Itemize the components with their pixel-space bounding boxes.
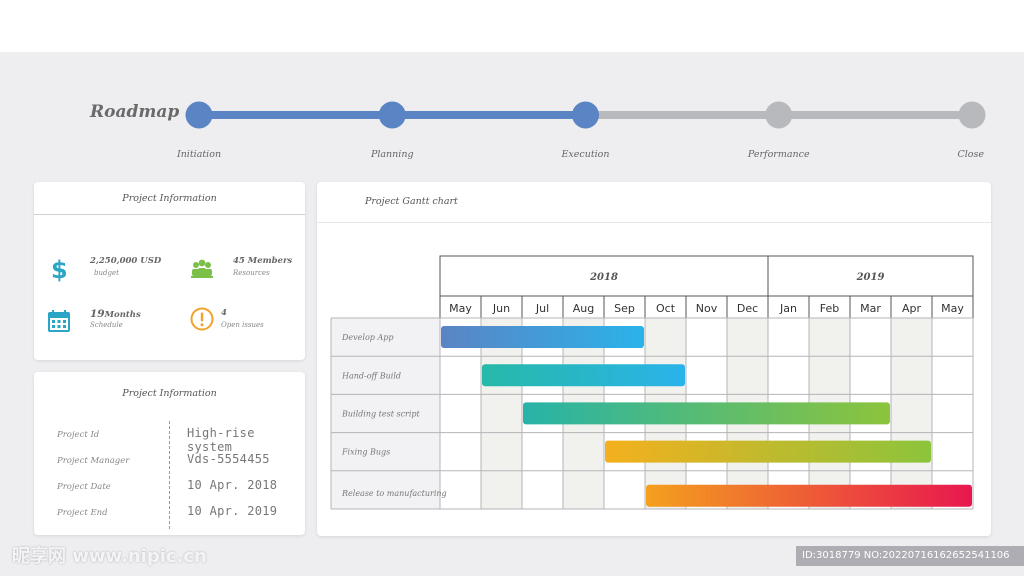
roadmap-stage-marker xyxy=(765,101,793,129)
gantt-header-rule xyxy=(317,222,991,223)
gantt-shaded-column xyxy=(891,318,932,509)
roadmap-stage-marker xyxy=(572,101,599,129)
project-info-card: Project Information $ 2,250,000 USD budg… xyxy=(34,182,305,360)
roadmap-stage-label: Execution xyxy=(561,149,610,160)
roadmap-stage-marker xyxy=(958,101,986,129)
detail-key: Project End xyxy=(57,508,108,518)
kpi-label: budget xyxy=(94,269,119,277)
kpi-value-number: 19 xyxy=(90,308,105,320)
top-bar xyxy=(0,0,1024,52)
card-title: Project Information xyxy=(122,388,217,399)
gantt-month-label: Oct xyxy=(656,302,676,315)
gantt-month-label: May xyxy=(941,302,964,315)
details-divider xyxy=(169,421,170,529)
kpi-label: Resources xyxy=(233,269,270,277)
gantt-month-label: Apr xyxy=(902,302,922,315)
gantt-task-label: Building test script xyxy=(341,410,421,419)
roadmap-progress xyxy=(185,101,986,129)
alert-icon xyxy=(190,307,214,331)
team-icon xyxy=(191,259,213,278)
detail-value: 10 Apr. 2018 xyxy=(187,478,278,492)
calendar-icon xyxy=(48,310,70,332)
watermark-left: 昵享网 www.nipic.cn xyxy=(12,546,207,567)
gantt-bar xyxy=(605,440,931,463)
roadmap-title: Roadmap xyxy=(90,102,180,122)
gantt-title: Project Gantt chart xyxy=(365,196,458,207)
roadmap-stage-marker xyxy=(185,101,213,129)
roadmap-stage-label: Planning xyxy=(370,149,414,160)
detail-row-project-id: Project Id High-rise system xyxy=(34,426,305,454)
gantt-month-label: Sep xyxy=(614,302,635,315)
detail-row-project-manager: Project Manager Vds-5554455 xyxy=(34,452,305,472)
detail-key: Project Date xyxy=(57,482,111,492)
gantt-bar xyxy=(482,364,685,387)
detail-key: Project Id xyxy=(57,430,100,440)
gantt-month-label: Mar xyxy=(860,302,881,315)
detail-value: 10 Apr. 2019 xyxy=(187,504,278,518)
dollar-icon: $ xyxy=(51,256,68,282)
roadmap-stage-label: Performance xyxy=(747,149,810,160)
gantt-year-label: 2018 xyxy=(589,272,618,283)
gantt-bar xyxy=(523,402,890,425)
gantt-task-label: Hand-off Build xyxy=(341,371,401,380)
detail-value: Vds-5554455 xyxy=(187,452,270,466)
gantt-month-label: Feb xyxy=(820,302,839,315)
project-details-card: Project Information Project Id High-rise… xyxy=(34,372,305,535)
gantt-year-label: 2019 xyxy=(856,272,885,283)
watermark-right: ID:3018779 NO:20220716162652541106 xyxy=(796,546,1024,566)
gantt-task-label: Fixing Bugs xyxy=(341,448,390,457)
gantt-month-label: Jan xyxy=(779,302,797,315)
gantt-month-label: Aug xyxy=(573,302,594,315)
detail-row-project-date: Project Date 10 Apr. 2018 xyxy=(34,478,305,498)
gantt-bar xyxy=(441,326,644,348)
kpi-value: 2,250,000 USD xyxy=(90,256,162,266)
kpi-label: Schedule xyxy=(90,321,123,329)
card-title: Project Information xyxy=(34,182,305,215)
gantt-month-label: Jul xyxy=(535,302,549,315)
gantt-bar xyxy=(646,484,972,507)
gantt-month-label: Jun xyxy=(492,302,510,315)
roadmap-stage-marker xyxy=(378,101,406,129)
kpi-value: 45 Members xyxy=(233,256,293,266)
gantt-task-label: Release to manufacturing xyxy=(341,489,447,498)
roadmap-stage-label: Close xyxy=(957,149,984,160)
gantt-shaded-column xyxy=(481,318,522,509)
gantt-month-label: Dec xyxy=(737,302,758,315)
gantt-task-label: Develop App xyxy=(341,333,393,342)
kpi-value-unit: Months xyxy=(104,310,141,320)
gantt-month-label: May xyxy=(449,302,472,315)
kpi-value: 19Months xyxy=(90,308,141,320)
detail-value: High-rise system xyxy=(187,426,255,454)
detail-key: Project Manager xyxy=(57,456,130,466)
roadmap-stage-label: Initiation xyxy=(176,149,222,160)
kpi-value: 4 xyxy=(221,308,227,318)
gantt-task-column xyxy=(331,318,440,509)
detail-row-project-end: Project End 10 Apr. 2019 xyxy=(34,504,305,524)
svg-text:$: $ xyxy=(51,256,68,282)
kpi-label: Open issues xyxy=(221,321,264,329)
gantt-month-label: Nov xyxy=(696,302,718,315)
gantt-chart: 2018 2019 May Jun Jul Aug Sep Oct Nov Dec Jan Feb Ma… xyxy=(330,255,974,510)
gantt-card: Project Gantt chart 2018 2019 May Jun Jul Aug… xyxy=(317,182,991,536)
